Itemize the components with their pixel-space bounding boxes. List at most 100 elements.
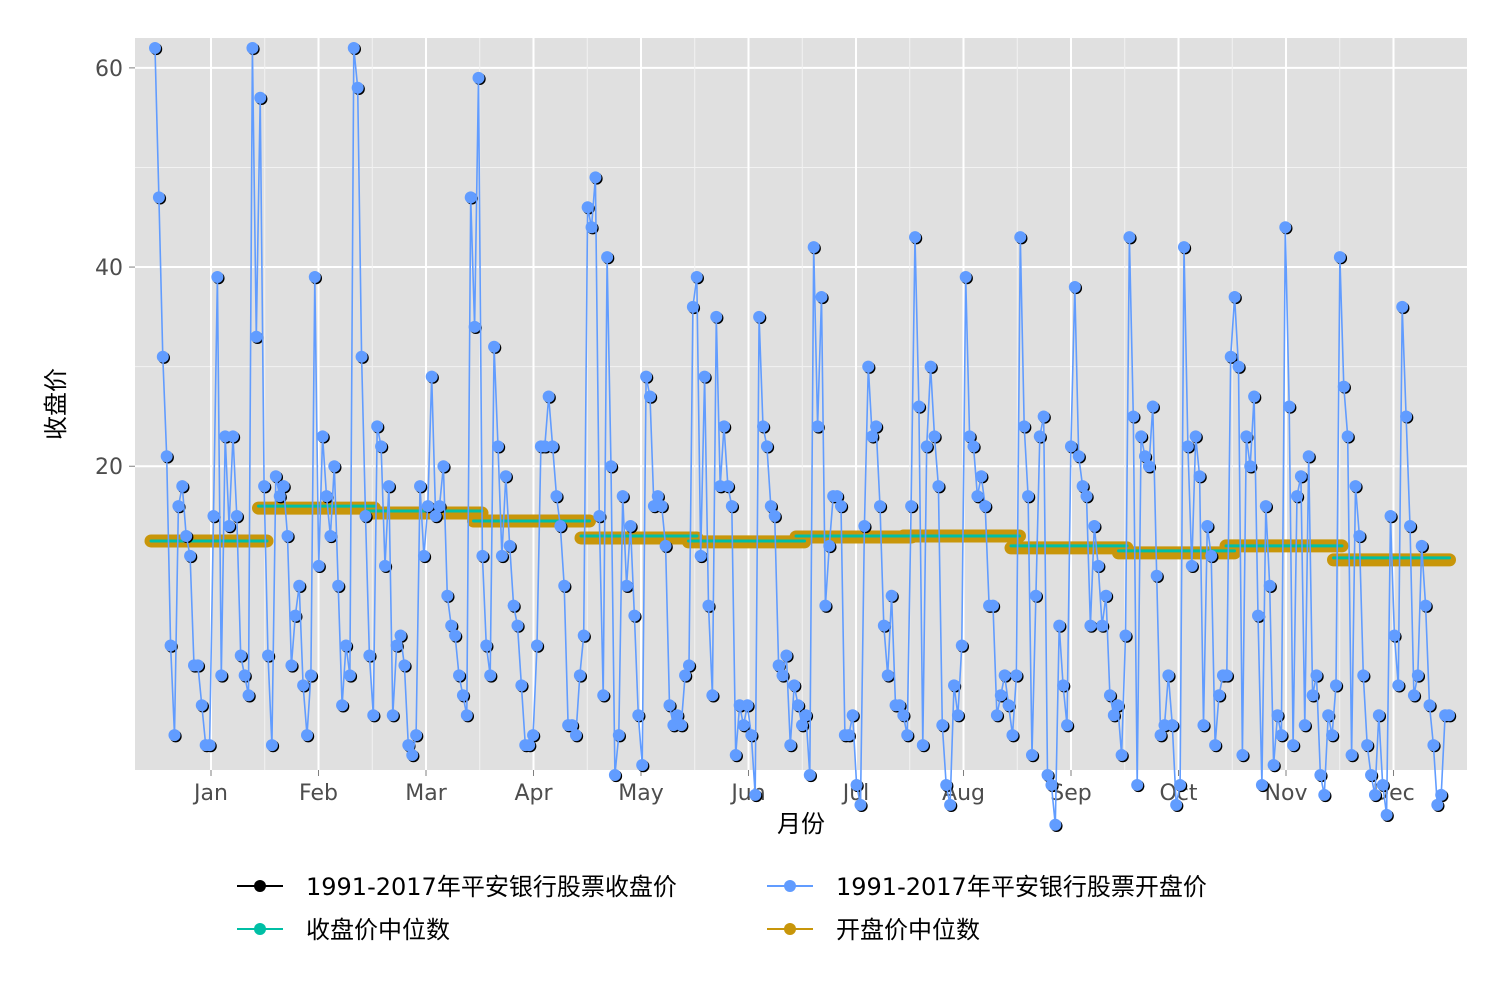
data-point <box>308 271 321 284</box>
data-point <box>831 490 844 503</box>
data-point <box>191 659 204 672</box>
data-point <box>1209 739 1222 752</box>
data-point <box>293 579 306 592</box>
legend-swatch-close-dot <box>254 880 266 892</box>
data-point <box>1279 221 1292 234</box>
data-point <box>417 549 430 562</box>
x-tick-label: Nov <box>1265 781 1308 806</box>
data-point <box>636 759 649 772</box>
data-point <box>410 729 423 742</box>
data-point <box>1240 430 1253 443</box>
data-point <box>527 729 540 742</box>
data-point <box>347 41 360 54</box>
data-point <box>476 549 489 562</box>
data-point <box>234 649 247 662</box>
data-point <box>632 709 645 722</box>
data-point <box>421 500 434 513</box>
data-point <box>990 709 1003 722</box>
data-point <box>577 629 590 642</box>
data-point <box>1076 480 1089 493</box>
data-point <box>819 599 832 612</box>
data-point <box>1002 699 1015 712</box>
data-point <box>464 191 477 204</box>
data-point <box>449 629 462 642</box>
data-point <box>316 430 329 443</box>
data-point <box>975 470 988 483</box>
data-point <box>772 659 785 672</box>
data-point <box>460 709 473 722</box>
data-point <box>1290 490 1303 503</box>
data-point <box>402 739 415 752</box>
data-point <box>491 440 504 453</box>
y-tick-label: 20 <box>95 455 123 480</box>
y-axis-title: 收盘价 <box>42 368 70 440</box>
data-point <box>776 669 789 682</box>
x-tick-label: Feb <box>299 781 338 806</box>
data-point <box>277 480 290 493</box>
legend-label-close: 1991-2017年平安银行股票收盘价 <box>306 873 677 901</box>
data-point <box>1427 739 1440 752</box>
data-point <box>1415 539 1428 552</box>
data-point <box>1232 360 1245 373</box>
data-point <box>624 520 637 532</box>
data-point <box>386 709 399 722</box>
data-point <box>807 241 820 254</box>
data-point <box>281 529 294 542</box>
data-point <box>784 739 797 752</box>
data-point <box>1248 390 1261 403</box>
data-point <box>605 460 618 473</box>
data-point <box>651 490 664 503</box>
data-point <box>1057 679 1070 692</box>
data-point <box>262 649 275 662</box>
data-point <box>273 490 286 503</box>
data-point <box>1329 679 1342 692</box>
data-point <box>152 191 165 204</box>
data-point <box>336 699 349 712</box>
data-point <box>1337 380 1350 393</box>
data-point <box>223 520 236 532</box>
x-tick-label: Jan <box>192 781 228 806</box>
data-point <box>1010 669 1023 682</box>
data-point <box>1411 669 1424 682</box>
data-point <box>901 729 914 742</box>
data-point <box>468 320 481 333</box>
data-point <box>230 510 243 523</box>
data-point <box>215 669 228 682</box>
data-point <box>168 729 181 742</box>
data-point <box>870 420 883 433</box>
data-point <box>893 699 906 712</box>
data-point <box>815 290 828 303</box>
data-point <box>211 271 224 284</box>
data-point <box>203 739 216 752</box>
data-point <box>1322 709 1335 722</box>
data-point <box>324 529 337 542</box>
data-point <box>184 549 197 562</box>
data-point <box>682 659 695 672</box>
data-point <box>359 510 372 523</box>
data-point <box>312 559 325 572</box>
data-point <box>1294 470 1307 483</box>
data-point <box>242 689 255 702</box>
legend-swatch-close-median-dot <box>254 923 266 935</box>
data-point <box>593 510 606 523</box>
data-point <box>721 480 734 493</box>
legend: 1991-2017年平安银行股票收盘价 1991-2017年平安银行股票开盘价 … <box>237 873 1207 944</box>
data-point <box>1396 300 1409 313</box>
data-point <box>737 719 750 732</box>
data-point <box>172 500 185 513</box>
data-point <box>963 430 976 443</box>
x-tick-label: Mar <box>405 781 447 806</box>
data-point <box>760 440 773 453</box>
data-point <box>850 778 863 791</box>
data-point <box>1224 350 1237 363</box>
data-point <box>149 41 161 54</box>
data-point <box>226 430 239 443</box>
data-point <box>1088 520 1101 532</box>
data-point <box>375 440 388 453</box>
data-point <box>1193 470 1206 483</box>
data-point <box>768 510 781 523</box>
data-point <box>1361 739 1374 752</box>
data-point <box>608 768 621 781</box>
data-point <box>920 440 933 453</box>
data-point <box>757 420 770 433</box>
